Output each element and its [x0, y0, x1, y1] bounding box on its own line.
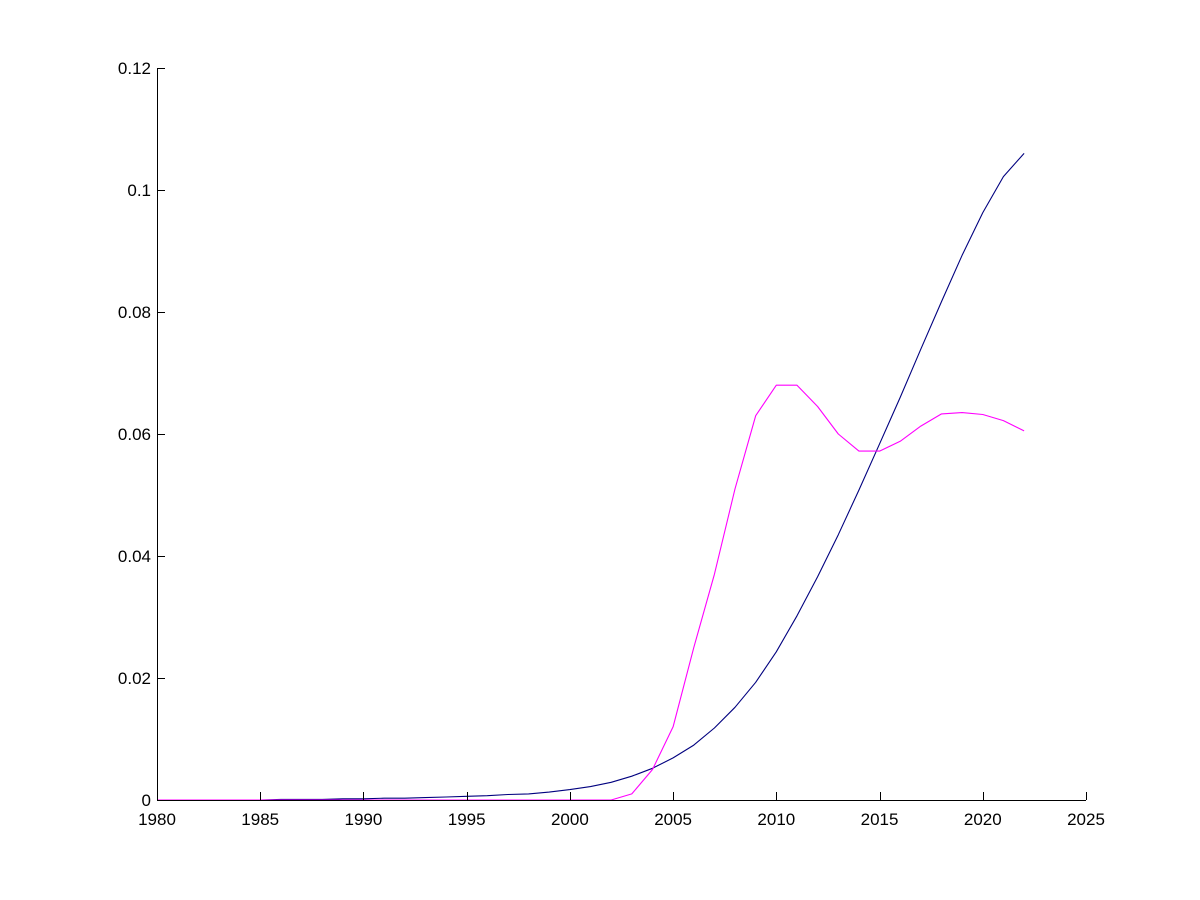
- y-tick-label: 0.1: [127, 181, 151, 200]
- x-tick-label: 1985: [241, 810, 279, 829]
- y-tick-label: 0: [142, 791, 151, 810]
- x-axis-ticks: 1980 1985 1990 1995 2000 2005 2010 2015 2020 2025: [138, 792, 1105, 829]
- y-tick-label: 0.02: [118, 669, 151, 688]
- x-tick-label: 2015: [861, 810, 899, 829]
- y-tick-label: 0.12: [118, 59, 151, 78]
- x-tick-label: 2020: [964, 810, 1002, 829]
- x-tick-label: 2005: [654, 810, 692, 829]
- y-axis-ticks: 0 0.02 0.04 0.06 0.08 0.1 0.12: [118, 59, 165, 810]
- series-line-1: [157, 153, 1025, 801]
- x-tick-label: 2000: [551, 810, 589, 829]
- x-tick-label: 2025: [1067, 810, 1105, 829]
- x-tick-label: 1980: [138, 810, 176, 829]
- y-tick-label: 0.06: [118, 425, 151, 444]
- x-tick-label: 1990: [345, 810, 383, 829]
- y-tick-label: 0.08: [118, 303, 151, 322]
- x-tick-label: 1995: [448, 810, 486, 829]
- y-tick-label: 0.04: [118, 547, 151, 566]
- x-tick-label: 2010: [757, 810, 795, 829]
